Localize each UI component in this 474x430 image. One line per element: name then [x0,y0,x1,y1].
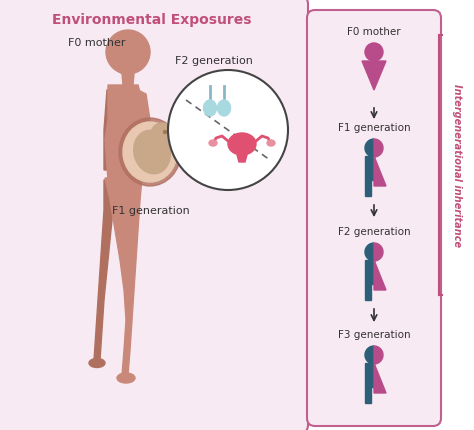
Ellipse shape [209,141,217,147]
Text: F2 generation: F2 generation [175,56,253,66]
Ellipse shape [134,131,170,174]
Circle shape [106,31,150,75]
Polygon shape [94,181,116,360]
Polygon shape [365,181,371,197]
Circle shape [164,131,166,134]
Polygon shape [365,346,374,364]
Ellipse shape [267,141,275,147]
Ellipse shape [117,373,135,383]
Polygon shape [237,156,247,163]
Ellipse shape [89,359,105,368]
Ellipse shape [123,123,177,183]
Polygon shape [365,261,374,284]
Polygon shape [374,346,383,364]
Ellipse shape [228,134,256,156]
FancyBboxPatch shape [0,0,308,430]
Ellipse shape [203,101,217,117]
Polygon shape [105,178,142,375]
Ellipse shape [119,119,181,187]
Text: F1 generation: F1 generation [112,206,190,215]
Text: F3 generation: F3 generation [337,329,410,339]
Polygon shape [374,157,386,187]
Circle shape [365,44,383,62]
Text: F0 mother: F0 mother [68,38,126,48]
Polygon shape [105,86,165,181]
Circle shape [168,71,288,190]
Polygon shape [371,59,377,62]
Polygon shape [374,140,383,158]
Polygon shape [365,157,374,181]
Polygon shape [374,261,386,290]
Ellipse shape [218,101,230,117]
Polygon shape [365,387,371,403]
Text: F2 generation: F2 generation [337,227,410,237]
Polygon shape [362,62,386,91]
Polygon shape [104,91,115,171]
Text: Environmental Exposures: Environmental Exposures [52,13,252,27]
Polygon shape [365,363,374,387]
Polygon shape [138,91,152,153]
Text: F0 mother: F0 mother [347,27,401,37]
FancyBboxPatch shape [307,11,441,426]
Circle shape [151,124,173,146]
Polygon shape [374,363,386,393]
Polygon shape [365,243,374,261]
Polygon shape [122,75,134,86]
Polygon shape [374,243,383,261]
Polygon shape [365,140,374,158]
Text: Intergenerational inheritance: Intergenerational inheritance [452,84,462,247]
Ellipse shape [115,44,129,74]
Polygon shape [365,284,371,300]
Text: F1 generation: F1 generation [337,123,410,133]
